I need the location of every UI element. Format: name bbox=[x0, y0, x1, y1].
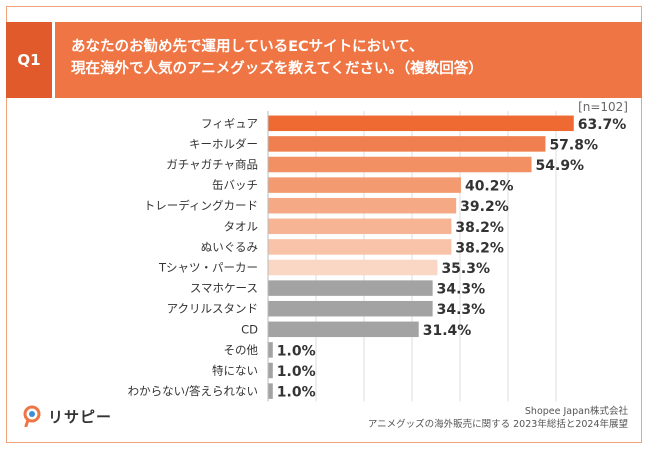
category-label: フィギュア bbox=[201, 116, 258, 130]
value-label: 35.3% bbox=[441, 261, 490, 277]
source-note: Shopee Japan株式会社 アニメグッズの海外販売に関する 2023年総括… bbox=[368, 405, 628, 431]
value-label: 38.2% bbox=[455, 240, 504, 256]
sample-size-label: [n=102] bbox=[578, 100, 628, 114]
category-label: トレーディングカード bbox=[144, 199, 258, 213]
value-label: 63.7% bbox=[578, 117, 627, 133]
value-label: 31.4% bbox=[423, 323, 472, 339]
value-label: 34.3% bbox=[437, 282, 486, 298]
bar bbox=[268, 177, 461, 193]
bar bbox=[268, 197, 457, 214]
category-label: ガチャガチャ商品 bbox=[166, 158, 258, 172]
category-label: CD bbox=[241, 322, 258, 336]
category-label: ぬいぐるみ bbox=[201, 240, 258, 254]
bar bbox=[268, 239, 452, 255]
category-label: 特にない bbox=[212, 364, 258, 378]
magnifier-pin-icon bbox=[23, 405, 41, 427]
category-label: その他 bbox=[224, 343, 259, 357]
category-label: 缶バッチ bbox=[212, 178, 258, 192]
value-label: 1.0% bbox=[277, 343, 316, 359]
question-line-2: 現在海外で人気のアニメグッズを教えてください。（複数回答） bbox=[71, 61, 483, 77]
value-label: 40.2% bbox=[465, 179, 514, 195]
question-banner: あなたのお勧め先で運用しているECサイトにおいて、 現在海外で人気のアニメグッズ… bbox=[55, 22, 642, 98]
source-company: Shopee Japan株式会社 bbox=[524, 406, 628, 417]
bar bbox=[268, 362, 273, 379]
value-label: 39.2% bbox=[460, 199, 509, 215]
bar bbox=[268, 383, 273, 399]
value-label: 54.9% bbox=[536, 158, 585, 174]
value-label: 1.0% bbox=[277, 364, 316, 380]
bar bbox=[268, 156, 532, 173]
bar bbox=[268, 218, 452, 235]
category-label: アクリルスタンド bbox=[167, 302, 258, 316]
bar bbox=[268, 115, 574, 132]
question-badge: Q1 bbox=[6, 22, 52, 98]
category-label: Tシャツ・パーカー bbox=[158, 261, 258, 275]
bar bbox=[268, 259, 438, 276]
category-label: わからない/答えられない bbox=[128, 384, 258, 398]
question-badge-label: Q1 bbox=[17, 51, 41, 69]
source-report: アニメグッズの海外販売に関する 2023年総括と2024年展望 bbox=[367, 419, 628, 430]
question-line-1: あなたのお勧め先で運用しているECサイトにおいて、 bbox=[71, 39, 424, 55]
brand-logo-text: リサピー bbox=[48, 407, 113, 426]
bar bbox=[268, 321, 419, 338]
category-label: スマホケース bbox=[190, 281, 258, 295]
category-label: タオル bbox=[224, 219, 259, 233]
bar bbox=[268, 136, 546, 152]
bar bbox=[268, 342, 273, 358]
value-label: 57.8% bbox=[549, 137, 598, 153]
value-label: 34.3% bbox=[437, 302, 486, 318]
value-label: 1.0% bbox=[277, 385, 316, 401]
value-label: 38.2% bbox=[455, 220, 504, 236]
brand-logo: リサピー bbox=[22, 405, 112, 427]
bar bbox=[268, 280, 433, 296]
bar bbox=[268, 300, 433, 317]
category-label: キーホルダー bbox=[189, 137, 258, 151]
